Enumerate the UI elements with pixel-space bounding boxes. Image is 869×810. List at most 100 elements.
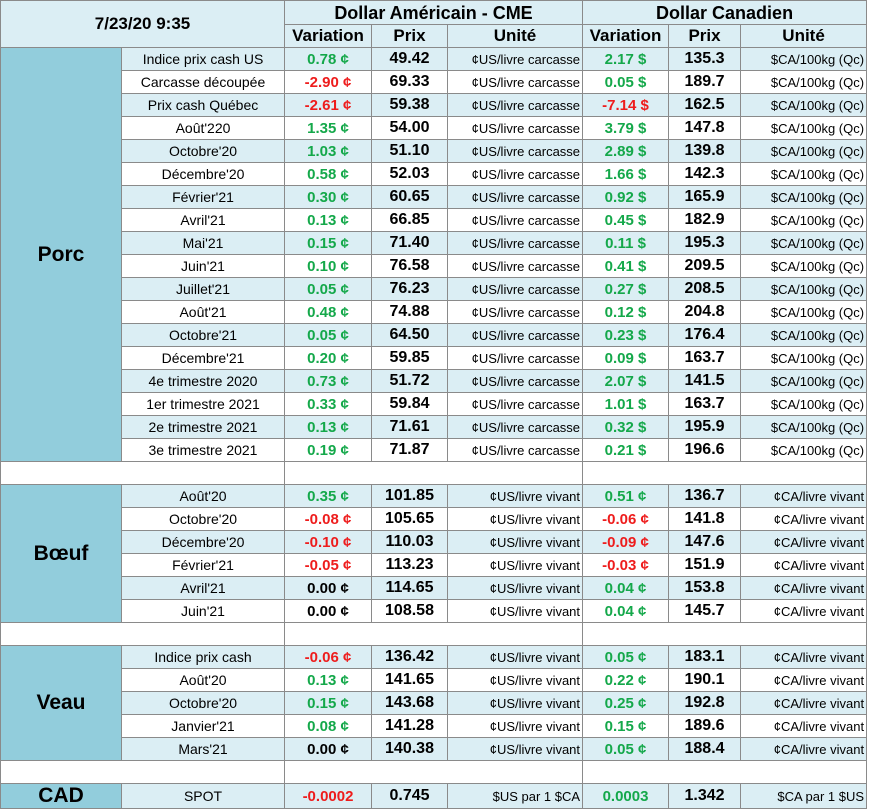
porc-row: Octobre'20 1.03 ¢ 51.10 ¢US/livre carcasse 2… — [1, 139, 868, 163]
row-label: Prix cash Québec — [121, 93, 285, 117]
cad-unit: $CA par 1 $US — [740, 783, 868, 809]
cad-price-header: Prix — [668, 24, 742, 48]
cad-variation: 0.41 $ — [582, 254, 670, 278]
group-label-porc: Porc — [0, 47, 122, 462]
usd-variation: 1.35 ¢ — [284, 116, 372, 140]
cad-unit: $CA/100kg (Qc) — [740, 323, 868, 347]
header-row-1: 7/23/20 9:35 Dollar Américain - CME Doll… — [0, 0, 868, 48]
porc-row: 2e trimestre 2021 0.13 ¢ 71.61 ¢US/livre ca… — [1, 415, 868, 439]
separator-row — [0, 622, 868, 646]
usd-variation: 0.20 ¢ — [284, 346, 372, 370]
cad-variation: 0.25 ¢ — [582, 691, 670, 715]
cad-unit: $CA/100kg (Qc) — [740, 208, 868, 232]
cad-price: 182.9 — [668, 208, 742, 232]
porc-row: Août'21 0.48 ¢ 74.88 ¢US/livre carcasse 0.12… — [1, 300, 868, 324]
usd-variation: -0.06 ¢ — [284, 645, 372, 669]
porc-row: 1er trimestre 2021 0.33 ¢ 59.84 ¢US/livre c… — [1, 392, 868, 416]
cad-price: 196.6 — [668, 438, 742, 462]
cad-price: 195.9 — [668, 415, 742, 439]
cad-variation: 0.04 ¢ — [582, 576, 670, 600]
usd-price: 105.65 — [371, 507, 448, 531]
row-label: Mars'21 — [121, 737, 285, 761]
usd-unit: ¢US/livre vivant — [446, 691, 584, 715]
cad-price: 162.5 — [668, 93, 742, 117]
cad-variation: 0.15 ¢ — [582, 714, 670, 738]
cad-variation: 0.51 ¢ — [582, 484, 670, 508]
usd-variation: 0.30 ¢ — [284, 185, 372, 209]
cad-unit: $CA/100kg (Qc) — [740, 415, 868, 439]
row-label: Juin'21 — [121, 254, 285, 278]
porc-row: Mai'21 0.15 ¢ 71.40 ¢US/livre carcasse 0.11 … — [1, 231, 868, 255]
cad-price: 1.342 — [668, 783, 742, 809]
cad-unit: ¢CA/livre vivant — [740, 507, 868, 531]
usd-unit: ¢US/livre vivant — [446, 507, 584, 531]
usd-price: 59.85 — [371, 346, 448, 370]
cad-variation: 0.23 $ — [582, 323, 670, 347]
usd-section-title: Dollar Américain - CME — [283, 0, 584, 25]
usd-unit: ¢US/livre carcasse — [446, 93, 584, 117]
row-label: Octobre'20 — [121, 691, 285, 715]
usd-unit: ¢US/livre carcasse — [446, 47, 584, 71]
usd-unit: ¢US/livre vivant — [446, 553, 584, 577]
usd-unit: ¢US/livre vivant — [446, 530, 584, 554]
usd-price: 66.85 — [371, 208, 448, 232]
usd-price: 110.03 — [371, 530, 448, 554]
cad-price: 209.5 — [668, 254, 742, 278]
usd-price-header: Prix — [371, 24, 448, 48]
row-label: Février'21 — [121, 553, 285, 577]
cad-variation: 0.11 $ — [582, 231, 670, 255]
usd-unit: ¢US/livre vivant — [446, 484, 584, 508]
cad-unit: ¢CA/livre vivant — [740, 668, 868, 692]
cad-price: 195.3 — [668, 231, 742, 255]
usd-unit: ¢US/livre vivant — [446, 737, 584, 761]
row-label: Octobre'21 — [121, 323, 285, 347]
usd-price: 141.65 — [371, 668, 448, 692]
row-label: Indice prix cash — [121, 645, 285, 669]
porc-row: Février'21 0.30 ¢ 60.65 ¢US/livre carcasse 0… — [1, 185, 868, 209]
usd-unit: ¢US/livre carcasse — [446, 369, 584, 393]
separator-cell-usd — [283, 461, 584, 485]
cad-unit: ¢CA/livre vivant — [740, 484, 868, 508]
cad-unit: ¢CA/livre vivant — [740, 691, 868, 715]
usd-variation: 0.78 ¢ — [284, 47, 372, 71]
separator-cell-cad — [582, 461, 868, 485]
usd-price: 108.58 — [371, 599, 448, 623]
cad-price: 192.8 — [668, 691, 742, 715]
cad-price: 147.6 — [668, 530, 742, 554]
cad-unit: $CA/100kg (Qc) — [740, 139, 868, 163]
usd-unit: ¢US/livre vivant — [446, 714, 584, 738]
cad-price: 139.8 — [668, 139, 742, 163]
usd-variation: 0.48 ¢ — [284, 300, 372, 324]
row-label: Août'21 — [121, 300, 285, 324]
veau-row: Mars'21 0.00 ¢ 140.38 ¢US/livre vivant 0.05 … — [1, 737, 868, 761]
usd-variation-header: Variation — [284, 24, 372, 48]
row-label: 2e trimestre 2021 — [121, 415, 285, 439]
usd-price: 49.42 — [371, 47, 448, 71]
cad-variation: 1.66 $ — [582, 162, 670, 186]
row-label: Octobre'20 — [121, 507, 285, 531]
usd-variation: -0.05 ¢ — [284, 553, 372, 577]
usd-price: 101.85 — [371, 484, 448, 508]
usd-unit: ¢US/livre carcasse — [446, 277, 584, 301]
usd-unit: ¢US/livre carcasse — [446, 208, 584, 232]
row-label: Janvier'21 — [121, 714, 285, 738]
cad-variation: 2.07 $ — [582, 369, 670, 393]
cad-price: 190.1 — [668, 668, 742, 692]
cad-unit: ¢CA/livre vivant — [740, 576, 868, 600]
usd-unit: ¢US/livre carcasse — [446, 254, 584, 278]
row-label: Août'20 — [121, 484, 285, 508]
cad-price: 188.4 — [668, 737, 742, 761]
row-label: Février'21 — [121, 185, 285, 209]
usd-price: 141.28 — [371, 714, 448, 738]
separator-cell-left — [0, 622, 285, 646]
separator-cell-left — [0, 461, 285, 485]
cad-variation: 0.92 $ — [582, 185, 670, 209]
boeuf-row: Juin'21 0.00 ¢ 108.58 ¢US/livre vivant 0.04 … — [1, 599, 868, 623]
row-label: Décembre'20 — [121, 162, 285, 186]
usd-unit: ¢US/livre carcasse — [446, 438, 584, 462]
usd-price: 0.745 — [371, 783, 448, 809]
cad-variation: -0.06 ¢ — [582, 507, 670, 531]
cad-price: 163.7 — [668, 392, 742, 416]
separator-cell-left — [0, 760, 285, 784]
